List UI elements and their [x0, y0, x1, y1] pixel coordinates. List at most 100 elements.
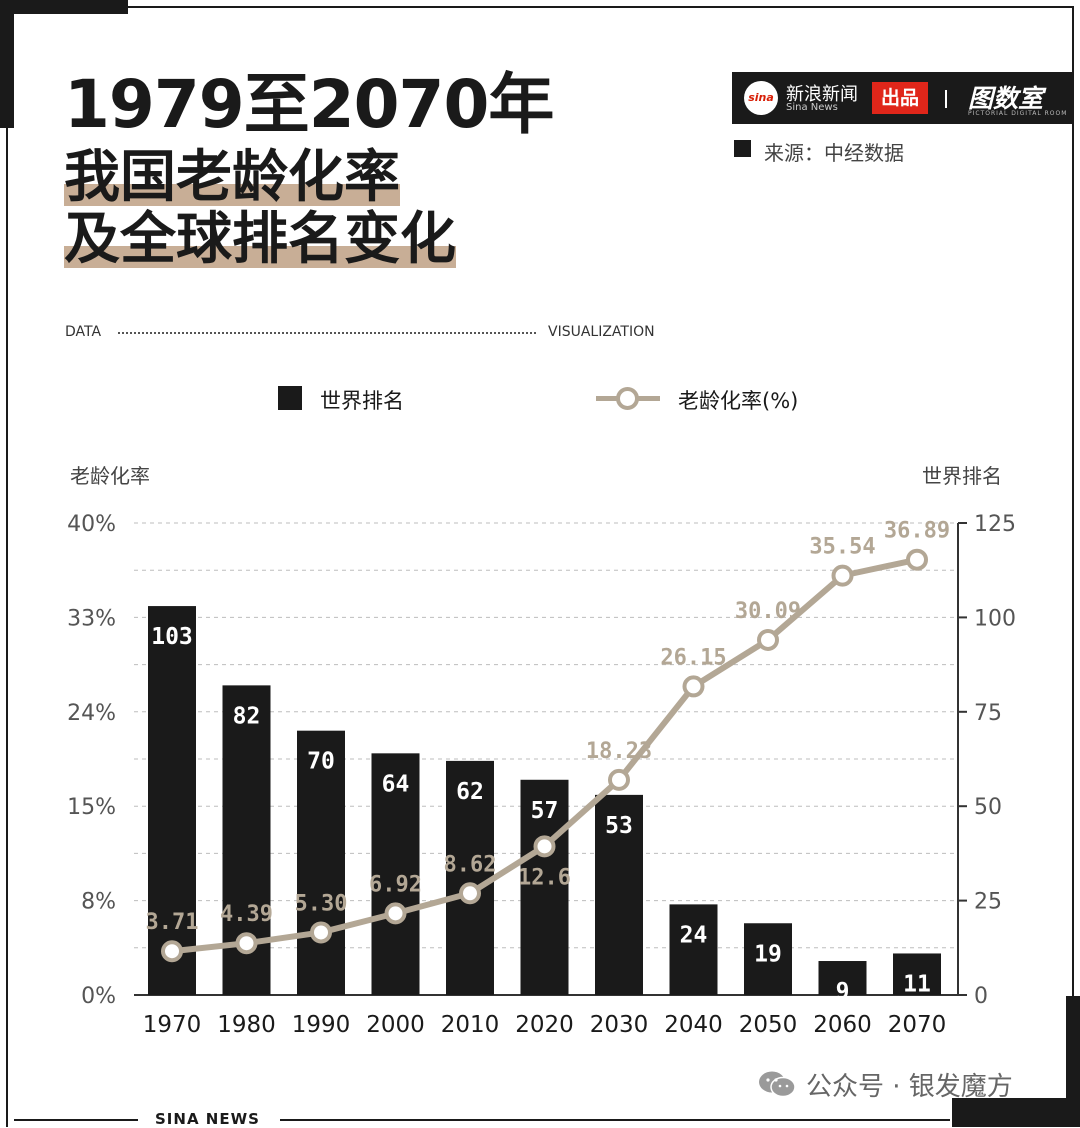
rate-point-label: 35.54	[809, 535, 875, 560]
frame-corner-top	[0, 0, 128, 14]
rate-point	[384, 902, 407, 925]
right-axis-title: 世界排名	[922, 464, 1002, 488]
rate-point-label: 6.92	[369, 872, 422, 897]
rate-point	[533, 835, 556, 858]
rate-point	[310, 921, 332, 944]
x-tick-label: 1990	[292, 1012, 351, 1038]
rate-point	[161, 940, 183, 963]
divider-left-label: DATA	[65, 324, 102, 340]
rank-bar-label: 9	[836, 979, 850, 1005]
rank-bar-label: 53	[605, 813, 633, 839]
right-tick-label: 0	[974, 984, 988, 1009]
rank-bar-label: 11	[903, 971, 931, 997]
rank-bar	[744, 923, 792, 995]
rank-bar	[371, 753, 420, 995]
source-text: 来源：中经数据	[764, 141, 904, 165]
left-tick-label: 24%	[67, 701, 116, 726]
sina-cn-name: 新浪新闻	[786, 84, 858, 105]
rate-point-label: 26.15	[660, 645, 726, 670]
x-tick-label: 2020	[515, 1012, 574, 1038]
right-tick-label: 75	[974, 701, 1002, 726]
x-tick-label: 2050	[739, 1012, 798, 1038]
rank-bar-label: 103	[151, 624, 193, 650]
footer-line-left	[14, 1119, 138, 1121]
x-tick-label: 2030	[590, 1012, 649, 1038]
rate-point	[757, 628, 779, 651]
logo-separator	[945, 90, 947, 108]
legend-bar-label: 世界排名	[320, 389, 404, 413]
left-tick-label: 8%	[81, 890, 116, 915]
frame-corner-left	[0, 0, 14, 128]
left-axis-title: 老龄化率	[70, 464, 150, 488]
rank-bar	[148, 606, 196, 995]
rank-bar-label: 82	[233, 703, 261, 729]
title-line-2: 我国老龄化率	[64, 145, 400, 210]
legend-line-label: 老龄化率(%)	[678, 389, 799, 413]
title-line-1: 1979至2070年	[64, 66, 554, 143]
frame-line-right	[1072, 6, 1074, 1006]
watermark-text: 公众号 · 银发魔方	[806, 1072, 1013, 1102]
left-tick-label: 40%	[67, 512, 116, 537]
left-tick-label: 33%	[67, 606, 116, 631]
x-tick-label: 2010	[441, 1012, 500, 1038]
brand-logo: sina 新浪新闻 Sina News 出品 图数室 PICTORIAL DIG…	[732, 72, 1072, 124]
rank-bar	[446, 760, 494, 995]
rate-point	[608, 768, 630, 791]
x-tick-label: 2060	[813, 1012, 872, 1038]
rank-bar	[520, 779, 569, 995]
divider-dots	[118, 332, 536, 334]
rank-bar-label: 62	[456, 779, 484, 805]
rate-point	[831, 564, 854, 587]
rank-bar	[297, 730, 345, 995]
legend-bar-swatch	[278, 386, 302, 410]
produced-badge: 出品	[872, 82, 928, 114]
footer-brand: SINA NEWS	[155, 1110, 260, 1128]
wechat-icon	[759, 1071, 796, 1098]
data-room-subtitle: PICTORIAL DIGITAL ROOM	[968, 110, 1068, 117]
rank-bar-label: 24	[680, 922, 708, 948]
frame-line-left	[6, 128, 8, 1127]
sina-en-name: Sina News	[786, 102, 838, 113]
rank-bar-label: 70	[307, 749, 335, 775]
right-tick-label: 100	[974, 606, 1016, 631]
rate-point-label: 18.23	[586, 739, 652, 764]
x-tick-label: 1970	[143, 1012, 202, 1038]
rate-point-label: 3.71	[146, 910, 199, 935]
page-title: 1979至2070年 我国老龄化率 及全球排名变化	[64, 66, 554, 272]
x-tick-label: 2000	[366, 1012, 425, 1038]
rate-point	[459, 882, 481, 905]
rank-bar	[595, 794, 643, 995]
rank-bar	[818, 961, 867, 995]
x-tick-label: 2040	[664, 1012, 723, 1038]
rate-point-label: 30.09	[735, 599, 801, 624]
rate-point-label: 12.6	[518, 865, 571, 890]
title-line-3: 及全球排名变化	[64, 207, 456, 272]
divider-right-label: VISUALIZATION	[548, 324, 655, 340]
rank-bar	[669, 904, 718, 995]
rank-bar-label: 19	[754, 941, 782, 967]
rate-point	[906, 548, 928, 571]
legend-line-marker	[616, 387, 639, 410]
rate-point-label: 4.39	[220, 902, 273, 927]
source-square-icon	[734, 140, 751, 157]
x-tick-label: 1980	[217, 1012, 276, 1038]
sina-logo-icon: sina	[744, 81, 778, 115]
right-tick-label: 125	[974, 512, 1016, 537]
rate-point-label: 8.62	[444, 852, 497, 877]
data-room-logo: 图数室	[968, 84, 1044, 113]
rank-bar-label: 57	[531, 798, 559, 824]
right-tick-label: 50	[974, 795, 1002, 820]
frame-corner-bottom-right-v	[1066, 996, 1080, 1127]
footer-line-right	[280, 1119, 950, 1121]
frame-corner-bottom-right-h	[952, 1098, 1080, 1127]
rate-point	[682, 675, 705, 698]
rate-point-label: 36.89	[884, 519, 950, 544]
left-tick-label: 0%	[81, 984, 116, 1009]
frame-line-top	[128, 6, 1074, 8]
rate-point	[235, 932, 258, 955]
x-tick-label: 2070	[888, 1012, 947, 1038]
left-tick-label: 15%	[67, 795, 116, 820]
rate-point-label: 5.30	[295, 891, 348, 916]
right-tick-label: 25	[974, 890, 1002, 915]
